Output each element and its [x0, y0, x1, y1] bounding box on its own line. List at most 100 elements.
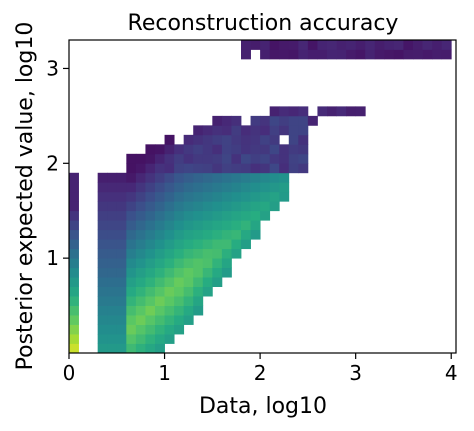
heatmap-cell — [126, 296, 137, 306]
heatmap-cell — [116, 172, 127, 183]
heatmap-cell — [279, 115, 290, 126]
heatmap-cell — [193, 191, 204, 202]
heatmap-cell — [202, 153, 213, 164]
heatmap-cell — [183, 172, 194, 183]
heatmap-cell — [231, 220, 242, 231]
heatmap-cell — [202, 172, 213, 183]
heatmap-cell — [260, 182, 271, 193]
heatmap-cell — [126, 191, 137, 202]
heatmap-cell — [279, 49, 290, 60]
heatmap-cell — [250, 153, 261, 164]
x-axis: 0 1 2 3 4 — [63, 353, 458, 385]
heatmap-cell — [107, 229, 118, 240]
heatmap-cell — [97, 286, 108, 297]
heatmap-cell — [441, 40, 452, 50]
heatmap-cell — [212, 125, 223, 136]
heatmap-cell — [241, 49, 251, 60]
heatmap-cell — [212, 144, 223, 155]
heatmap-cell — [164, 229, 175, 240]
heatmap-cell — [69, 334, 79, 344]
heatmap-cell — [221, 163, 232, 174]
heatmap-cell — [260, 134, 271, 145]
heatmap-cell — [260, 191, 271, 202]
heatmap-cell — [221, 134, 232, 145]
heatmap-cell — [155, 267, 165, 278]
y-tick-label: 1 — [46, 246, 59, 270]
heatmap-cell — [107, 324, 118, 335]
heatmap-cell — [183, 267, 194, 278]
heatmap-cell — [241, 163, 251, 174]
heatmap-cell — [279, 125, 290, 136]
heatmap-cell — [269, 144, 280, 155]
heatmap-cell — [221, 258, 232, 269]
heatmap-cell — [260, 115, 271, 126]
heatmap-cell — [355, 40, 366, 50]
heatmap-cell — [164, 296, 175, 306]
heatmap-cell — [135, 229, 146, 240]
heatmap-cell — [135, 163, 146, 174]
heatmap-cell — [135, 153, 146, 164]
heatmap-cell — [126, 182, 137, 193]
heatmap-cell — [231, 163, 242, 174]
heatmap-cell — [346, 49, 357, 60]
heatmap-cell — [126, 153, 137, 164]
heatmap-cell — [221, 248, 232, 259]
heatmap-cell — [183, 191, 194, 202]
heatmap-cell — [183, 201, 194, 212]
heatmap-cell — [155, 296, 165, 306]
heatmap-cell — [126, 286, 137, 297]
heatmap-cell — [135, 220, 146, 231]
heatmap-cell — [212, 172, 223, 183]
heatmap-cell — [193, 305, 204, 316]
heatmap-cell — [193, 267, 204, 278]
heatmap-cell — [202, 182, 213, 193]
heatmap-cell — [403, 49, 414, 60]
heatmap-cell — [346, 40, 357, 50]
heatmap-cell — [135, 191, 146, 202]
heatmap-cell — [69, 210, 79, 221]
heatmap-cell — [327, 49, 337, 60]
heatmap-cell — [355, 49, 366, 60]
heatmap-cell — [374, 49, 385, 60]
heatmap-cell — [260, 210, 271, 221]
heatmap-cell — [155, 277, 165, 287]
heatmap-cell — [126, 220, 137, 231]
heatmap-cell — [155, 182, 165, 193]
heatmap-cell — [116, 267, 127, 278]
heatmap-cells — [69, 40, 452, 354]
heatmap-cell — [260, 144, 271, 155]
heatmap-cell — [183, 210, 194, 221]
x-tick-label: 1 — [158, 361, 171, 385]
heatmap-cell — [279, 182, 290, 193]
heatmap-cell — [69, 343, 79, 354]
heatmap-cell — [97, 277, 108, 287]
heatmap-cell — [279, 106, 290, 117]
heatmap-cell — [97, 305, 108, 316]
heatmap-cell — [69, 305, 79, 316]
heatmap-cell — [212, 191, 223, 202]
heatmap-cell — [135, 201, 146, 212]
heatmap-cell — [269, 49, 280, 60]
heatmap-cell — [164, 153, 175, 164]
heatmap-cell — [183, 153, 194, 164]
heatmap-cell — [212, 220, 223, 231]
heatmap-cell — [355, 106, 366, 117]
heatmap-cell — [164, 172, 175, 183]
heatmap-cell — [250, 229, 261, 240]
heatmap-cell — [298, 153, 309, 164]
heatmap-cell — [164, 286, 175, 297]
heatmap-cell — [97, 220, 108, 231]
heatmap-cell — [231, 191, 242, 202]
heatmap-cell — [135, 343, 146, 354]
heatmap-cell — [202, 201, 213, 212]
heatmap-cell — [260, 49, 271, 60]
heatmap-cell — [155, 153, 165, 164]
x-tick-label: 3 — [349, 361, 362, 385]
heatmap-cell — [107, 286, 118, 297]
heatmap-cell — [164, 134, 175, 145]
heatmap-cell — [183, 229, 194, 240]
heatmap-cell — [193, 182, 204, 193]
heatmap-cell — [212, 239, 223, 250]
heatmap-cell — [288, 115, 299, 126]
heatmap-cell — [336, 49, 347, 60]
